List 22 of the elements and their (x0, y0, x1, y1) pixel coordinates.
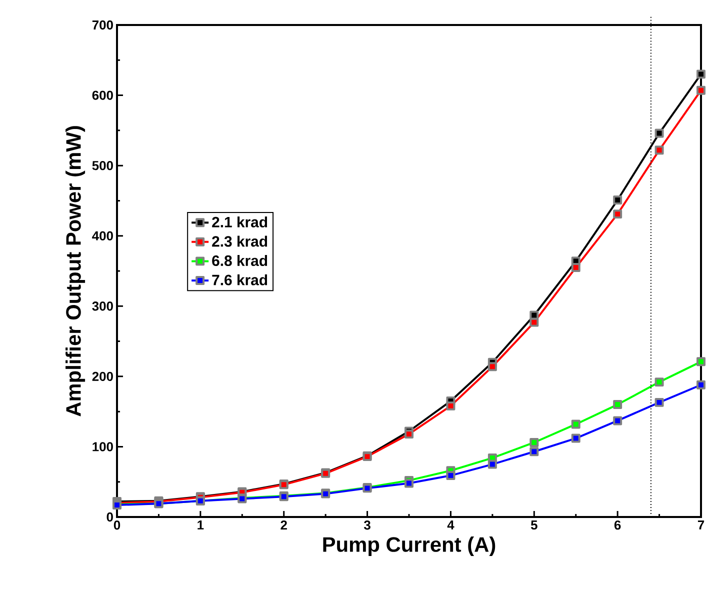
x-axis-title: Pump Current (A) (323, 536, 496, 556)
legend-label: 6.8 krad (212, 255, 268, 266)
legend-label: 2.3 krad (212, 236, 268, 247)
x-tick-label: 5 (530, 520, 538, 530)
x-tick-label: 0 (114, 520, 120, 530)
x-tick-label: 1 (198, 520, 204, 530)
legend-label: 2.1 krad (212, 216, 268, 228)
x-tick-label: 4 (447, 520, 454, 530)
y-tick-label: 200 (92, 372, 113, 382)
y-axis-title: Amplifier Output Power (mW) (66, 126, 86, 416)
y-tick-label: 300 (92, 302, 113, 311)
x-tick-label: 2 (280, 520, 287, 530)
y-tick-label: 500 (92, 160, 113, 170)
x-tick-label: 3 (364, 520, 370, 530)
y-tick-label: 600 (92, 90, 113, 100)
y-tick-label: 700 (92, 20, 113, 30)
x-tick-label: 6 (614, 520, 621, 530)
x-tick-label: 7 (698, 520, 704, 530)
y-tick-label: 0 (106, 512, 113, 522)
legend-label: 7.6 krad (212, 274, 268, 286)
y-tick-label: 400 (92, 231, 113, 240)
y-tick-label: 100 (92, 442, 113, 452)
